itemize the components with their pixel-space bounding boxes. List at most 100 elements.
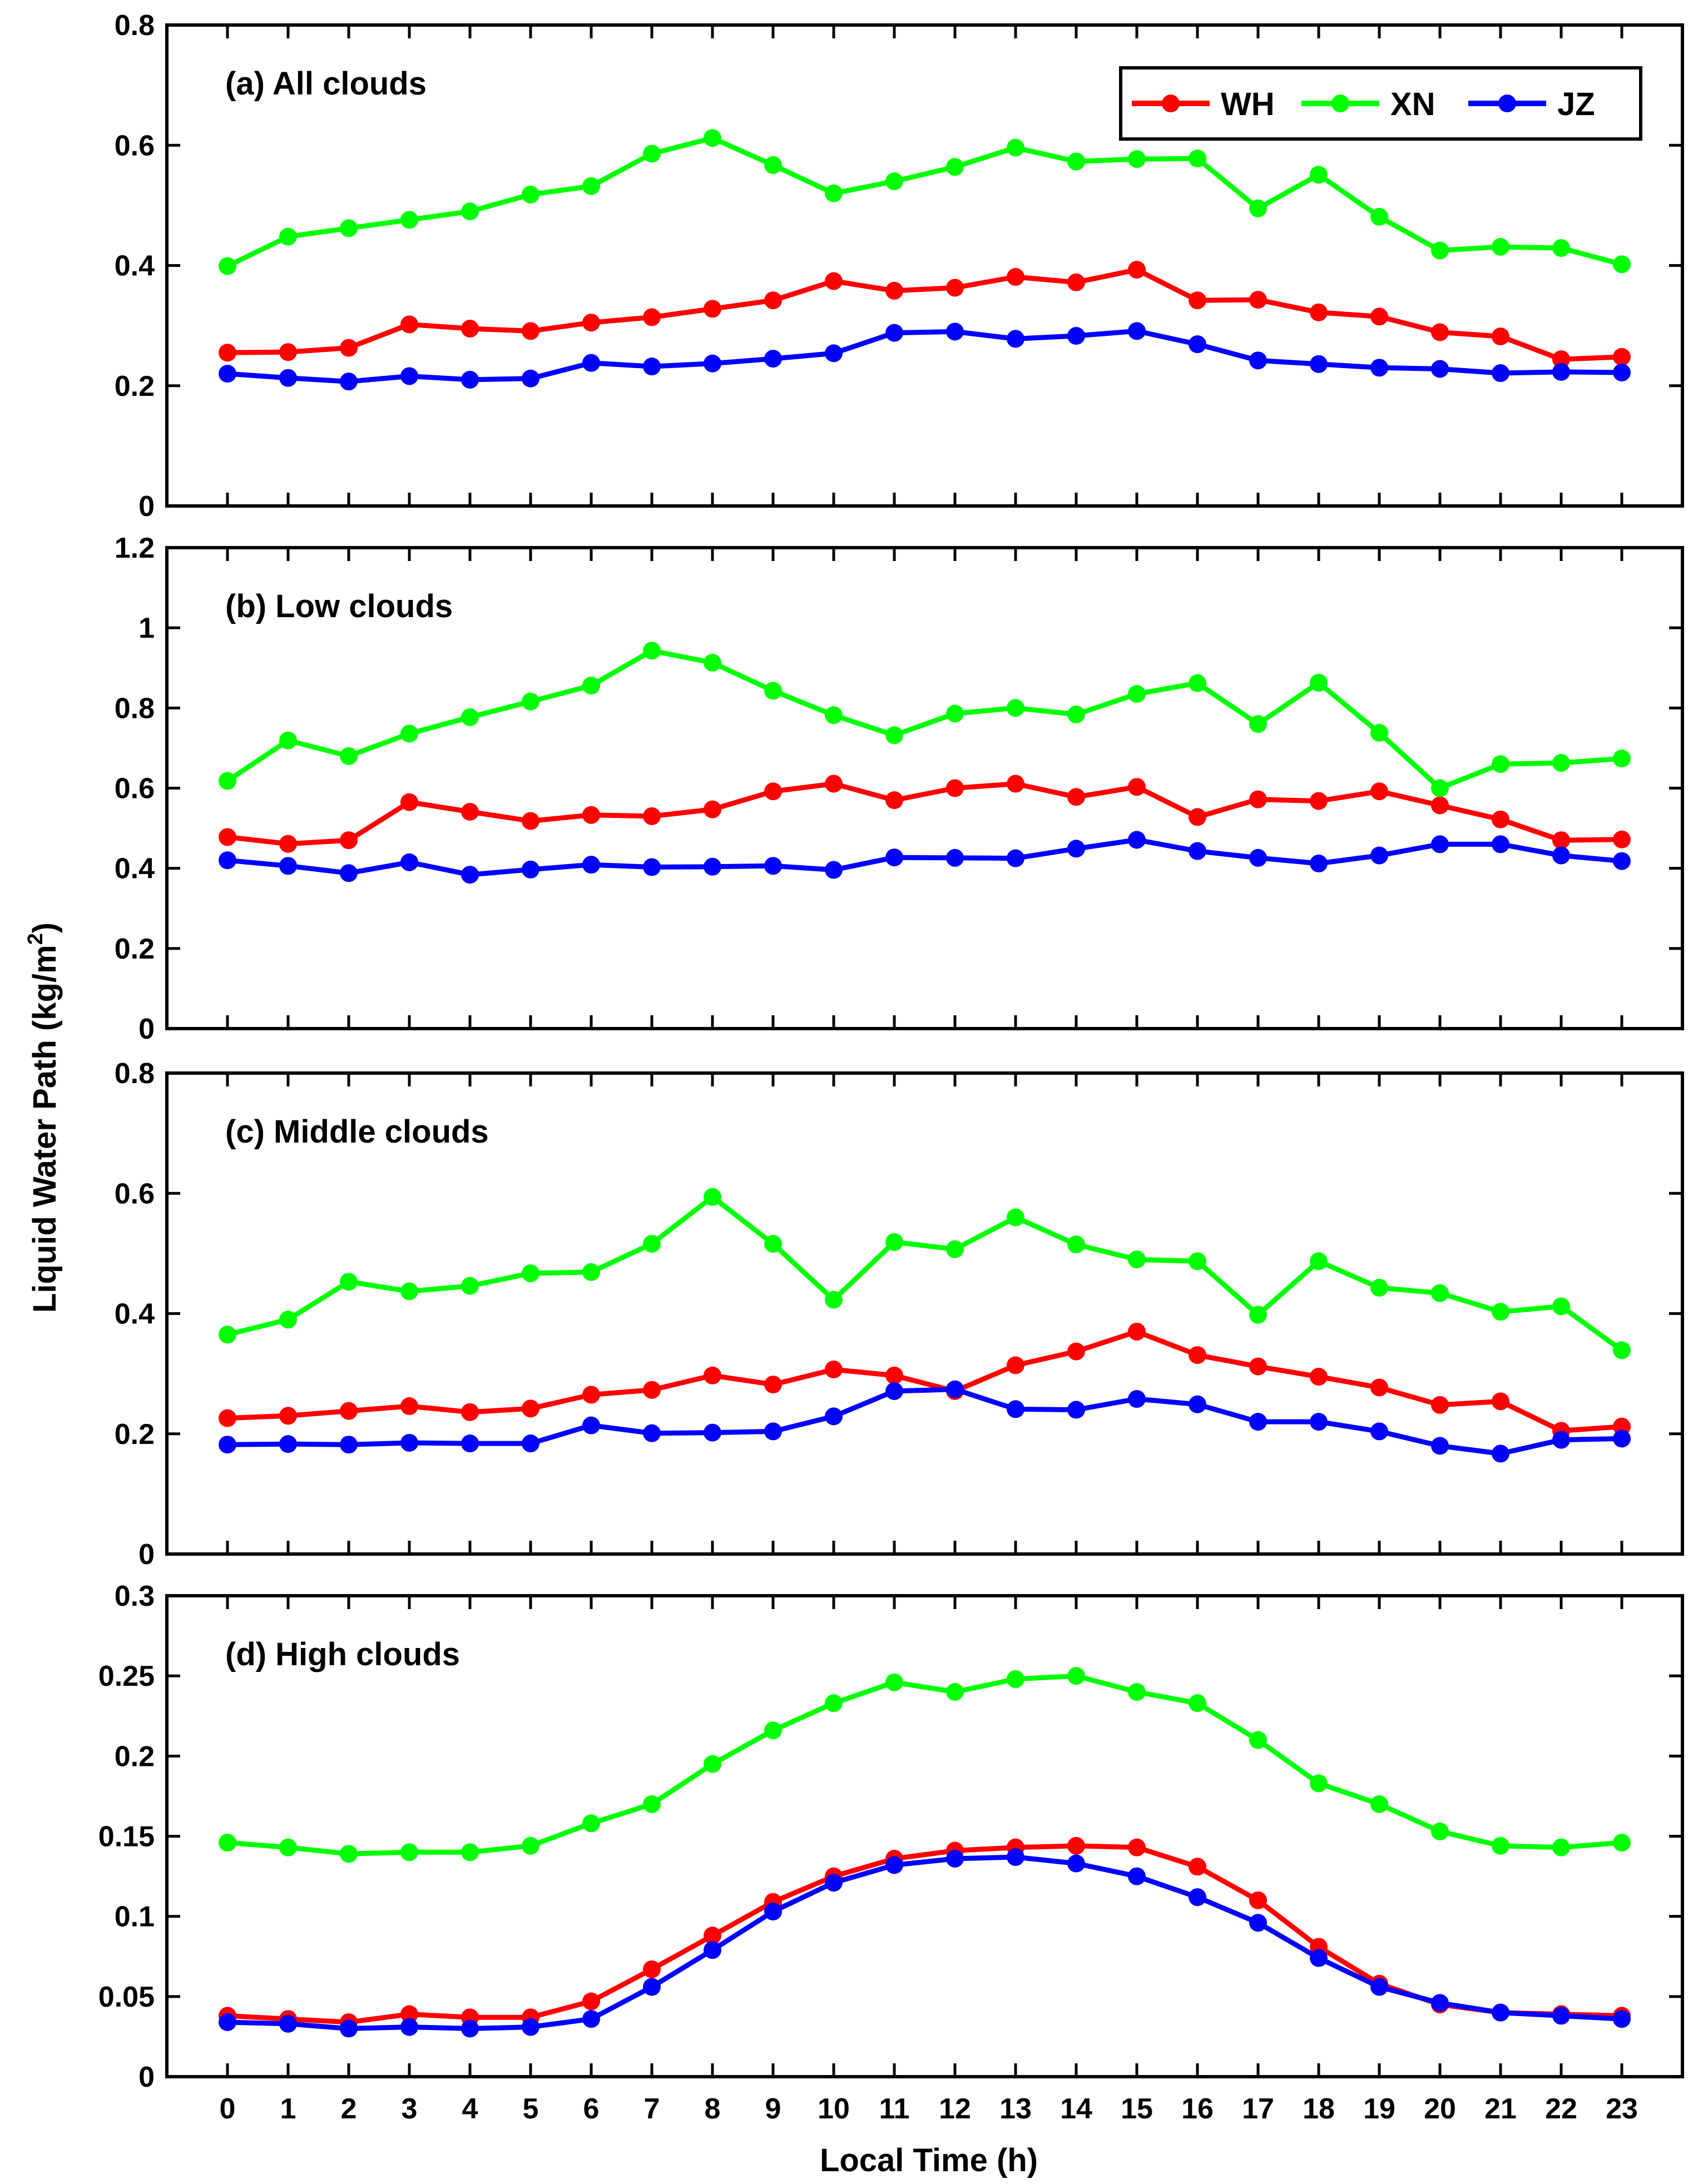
panel-b-y-tick-label: 1 [138,612,155,644]
panel-c-jz-point [1189,1395,1206,1413]
panel-c-xn-point [946,1240,964,1258]
panel-d: (d) High clouds 0 0.05 0.1 0.15 0.2 0.25 0.3 [98,1580,1684,2093]
panel-b-jz-line [227,837,1622,877]
panel-a-xn-point [1067,152,1085,171]
panel-a-jz-point [1431,360,1449,378]
panel-c-wh-point [643,1381,661,1399]
panel-c-jz-point [582,1416,600,1435]
x-tick-label: 0 [220,2093,236,2125]
y-axis-title: Liquid Water Path (kg/m2) [24,922,63,1313]
panel-b-wh-point [1492,810,1509,828]
panel-a-jz-point [461,370,479,389]
panel-a-y-tick-label: 0.8 [115,9,155,42]
x-tick-label: 4 [462,2093,478,2125]
panel-d-xn-point [1128,1683,1146,1701]
panel-a-wh-point [340,339,358,357]
panel-a-wh-point [461,320,479,338]
panel-b-wh-point [219,828,236,846]
x-tick-label: 12 [939,2093,971,2125]
panel-a-jz-point [1370,359,1388,377]
panel-c-jz-point [1613,1429,1631,1448]
panel-a-jz-point [1128,322,1146,340]
panel-b-y-tick-label: 0 [138,1013,155,1045]
panel-d-wh-point [1067,1836,1085,1855]
panel-d-jz-point [764,1903,782,1921]
legend-label-wh: WH [1221,86,1275,122]
panel-a-wh-point [219,344,236,362]
panel-a-xn-point [1370,207,1388,226]
panel-c-wh-point [1128,1322,1146,1341]
panel-b-y-tick-label: 0.6 [115,773,155,805]
panel-d-jz-point [643,1978,661,1996]
panel-b-jz-point [1613,852,1631,870]
panel-d-xn-point [461,1843,479,1862]
panel-b-jz-point [1552,846,1570,865]
panel-b-y-tick-label: 0.4 [115,853,155,885]
y-axis-title-superscript: 2 [24,933,47,945]
panel-a-jz-point [1492,364,1509,383]
panel-d-xn-point [885,1673,903,1691]
panel-b-series-wh [219,775,1631,853]
panel-a-jz-point [522,369,539,388]
panel-c-xn-point [764,1235,782,1253]
panel-d-jz-point [885,1856,903,1874]
legend-marker-wh [1162,95,1180,112]
legend-marker-xn [1331,95,1349,112]
panel-a-wh-point [764,291,782,310]
panel-c-wh-point [1431,1396,1449,1414]
panel-c-jz-point [643,1424,661,1442]
x-tick-label: 13 [999,2093,1032,2125]
panel-c-jz-point [461,1435,479,1453]
panel-c-axes-frame [165,1071,1684,1556]
panel-d-title: (d) High clouds [225,1636,460,1672]
panel-d-xn-point [946,1683,964,1701]
panel-a-y-tick-label: 0.4 [115,250,155,282]
panel-b-jz-point [1128,831,1146,849]
panel-b-wh-point [643,807,661,825]
panel-a-jz-point [1189,335,1206,354]
panel-c-xn-point [1128,1250,1146,1269]
x-tick-label: 5 [523,2093,539,2125]
panel-b-wh-point [1310,792,1328,810]
panel-c-xn-point [219,1326,236,1344]
panel-c-xn-point [885,1233,903,1251]
panel-a-wh-point [400,315,418,334]
panel-c-xn-point [1431,1284,1449,1302]
panel-d-jz-point [340,2019,358,2038]
panel-c-jz-point [1067,1401,1085,1419]
panel-b-jz-point [1067,840,1085,858]
panel-a-xn-point [1128,150,1146,168]
panel-b-wh-point [400,793,418,811]
panel-a-series-xn [219,129,1631,275]
panel-d-xn-point [1067,1667,1085,1685]
panel-d-xn-point [1613,1834,1631,1852]
panel-d-jz-point [946,1849,964,1868]
panel-c-wh-point [825,1361,843,1379]
panel-b-jz-point [279,857,297,875]
panel-c-wh-point [400,1397,418,1416]
panel-c-wh-point [1249,1357,1267,1376]
x-axis-title: Local Time (h) [820,2142,1038,2178]
panel-c-wh-point [1310,1368,1328,1386]
panel-a-wh-point [1310,303,1328,321]
x-tick-label: 8 [705,2093,721,2125]
panel-b-wh-line [227,781,1622,847]
panel-c-jz-point [279,1435,297,1453]
panel-d-jz-point [582,2010,600,2028]
panel-b-xn-line [226,648,1622,791]
x-tick-label: 21 [1484,2093,1517,2125]
panel-b-jz-point [400,853,418,871]
legend-entry-jz: JZ [1468,86,1595,122]
panel-c-wh-point [522,1399,539,1418]
x-tick-label: 9 [765,2093,781,2125]
panel-d-xn-point [1370,1795,1388,1813]
panel-b-xn-point [219,772,236,790]
panel-c-wh-point [1370,1378,1388,1397]
x-tick-label: 19 [1363,2093,1395,2125]
panel-a-xn-point [522,185,539,203]
panel-c-xn-point [1310,1252,1328,1270]
panel-a-xn-point [764,156,782,174]
panel-c-jz-point [946,1380,964,1398]
panel-c-xn-point [582,1263,600,1281]
panel-a-jz-point [1613,363,1631,381]
